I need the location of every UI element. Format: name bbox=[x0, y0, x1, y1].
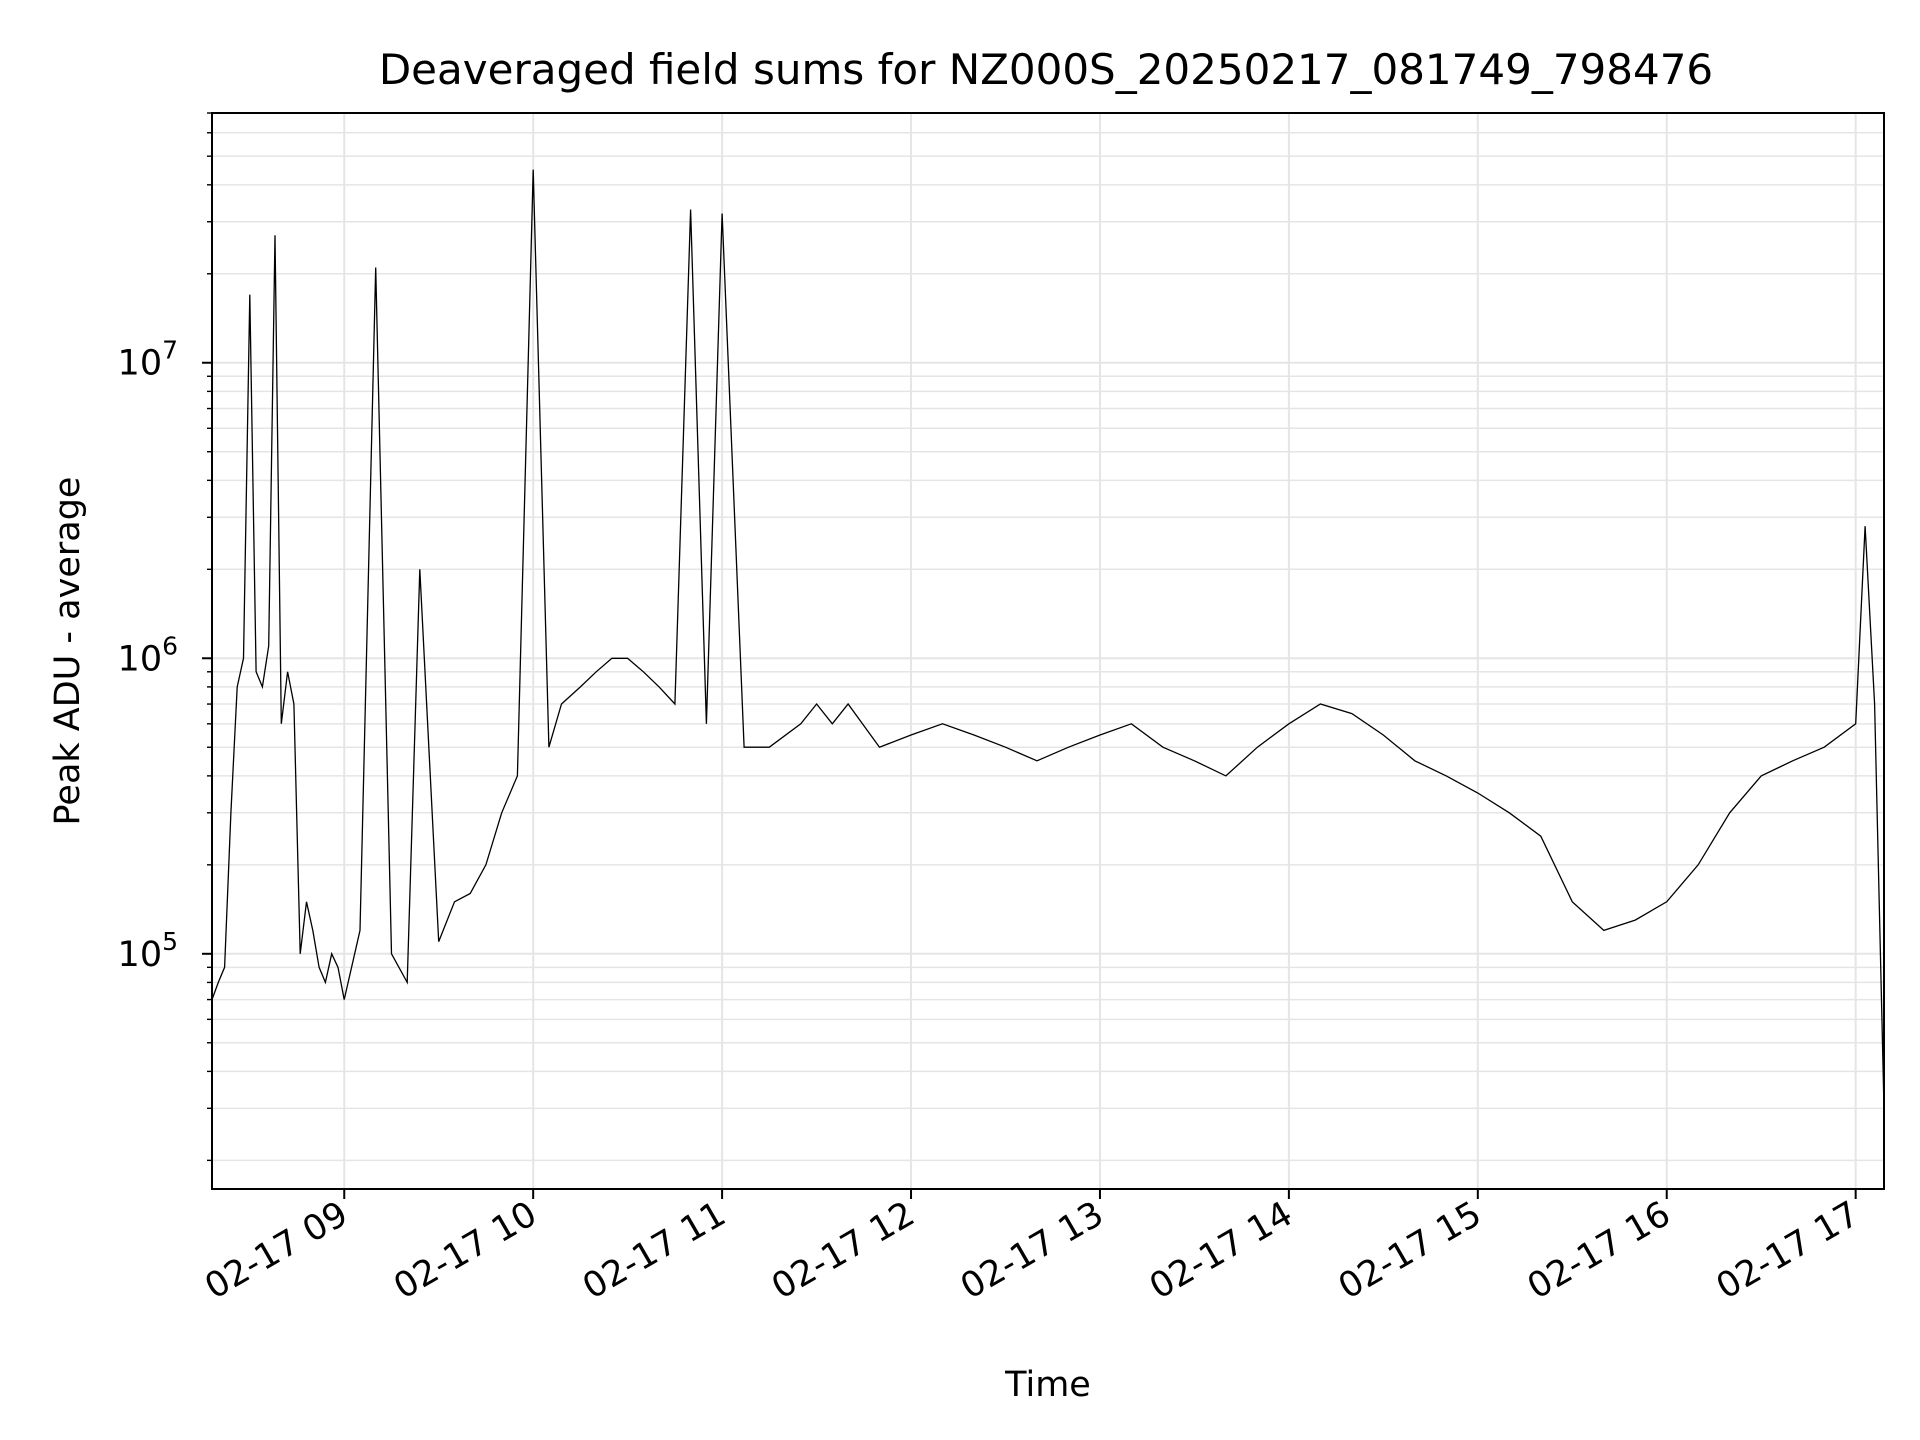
series-line bbox=[211, 169, 1885, 1109]
grid-lines bbox=[212, 112, 1884, 1189]
plot-frame bbox=[211, 112, 1885, 1190]
y-axis-label: Peak ADU - average bbox=[48, 477, 88, 826]
chart-title: Deaveraged field sums for NZ000S_2025021… bbox=[379, 45, 1713, 94]
x-axis-label: Time bbox=[1004, 1365, 1091, 1405]
series-layer bbox=[211, 169, 1885, 1109]
